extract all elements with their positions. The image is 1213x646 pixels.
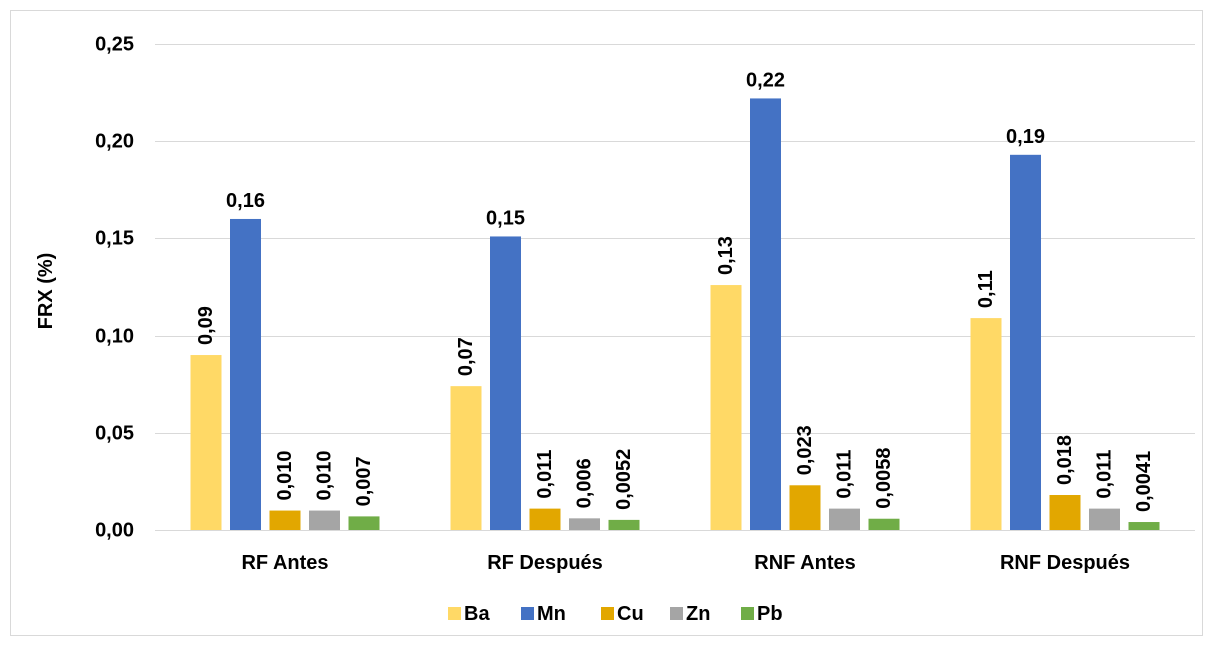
data-label: 0,07: [455, 337, 477, 376]
legend: Ba Mn Cu Zn Pb: [448, 603, 783, 625]
category-label: RNF Después: [1000, 552, 1130, 574]
legend-swatch-ba: [448, 607, 461, 620]
bar-zn: [569, 518, 600, 530]
data-labels: 0,09 0,16 0,010 0,010 0,007 0,07 0,15 0,011 0,00…: [195, 69, 1155, 512]
y-tick-label: 0,25: [95, 34, 134, 56]
legend-swatch-zn: [670, 607, 683, 620]
bar-mn: [230, 218, 261, 530]
bar-zn: [309, 510, 340, 530]
data-label: 0,0058: [873, 448, 895, 509]
legend-swatch-cu: [601, 607, 614, 620]
bar-cu: [269, 510, 301, 530]
bar-ba: [450, 386, 482, 530]
data-label: 0,22: [746, 69, 785, 91]
y-tick-label: 0,15: [95, 228, 134, 250]
chart-frame: [10, 10, 1203, 636]
legend-swatch-mn: [521, 607, 534, 620]
bar-pb: [868, 518, 900, 530]
category-label: RNF Antes: [754, 552, 855, 574]
data-label: 0,011: [834, 450, 856, 499]
data-label: 0,19: [1006, 126, 1045, 148]
bar-mn: [490, 236, 521, 530]
y-tick-label: 0,10: [95, 326, 134, 348]
category-label: RF Antes: [241, 552, 328, 574]
data-label: 0,11: [975, 270, 997, 308]
category-labels: RF Antes RF Después RNF Antes RNF Después: [241, 552, 1130, 574]
bar-zn: [1089, 508, 1120, 530]
data-label: 0,010: [274, 450, 296, 500]
data-label: 0,16: [226, 190, 265, 212]
data-label: 0,010: [314, 450, 336, 500]
bars: [190, 98, 1160, 531]
data-label: 0,006: [574, 458, 596, 508]
bar-ba: [190, 355, 222, 530]
data-label: 0,018: [1054, 435, 1076, 485]
legend-label: Zn: [686, 603, 710, 625]
data-label: 0,007: [353, 456, 375, 506]
legend-swatch-pb: [741, 607, 754, 620]
y-tick-label: 0,20: [95, 131, 134, 153]
bar-cu: [1049, 495, 1081, 530]
legend-label: Mn: [537, 603, 566, 625]
bar-pb: [1128, 522, 1160, 530]
bar-cu: [529, 508, 561, 530]
data-label: 0,011: [1094, 450, 1116, 499]
y-axis-label: FRX (%): [35, 253, 57, 330]
y-tick-labels: 0,00 0,05 0,10 0,15 0,20 0,25: [95, 34, 134, 542]
bar-ba: [970, 318, 1002, 530]
legend-label: Cu: [617, 603, 644, 625]
data-label: 0,0052: [613, 449, 635, 510]
bar-mn: [750, 98, 781, 530]
bar-ba: [710, 285, 742, 530]
data-label: 0,09: [195, 306, 217, 345]
bar-pb: [608, 519, 640, 530]
data-label: 0,011: [534, 450, 556, 499]
data-label: 0,0041: [1133, 451, 1155, 512]
y-tick-label: 0,00: [95, 520, 134, 542]
bar-cu: [789, 485, 821, 530]
category-label: RF Después: [487, 552, 603, 574]
data-label: 0,15: [486, 207, 525, 229]
data-label: 0,13: [715, 236, 737, 275]
data-label: 0,023: [794, 425, 816, 475]
legend-label: Pb: [757, 603, 783, 625]
bar-zn: [829, 508, 860, 530]
legend-label: Ba: [464, 603, 490, 625]
y-tick-label: 0,05: [95, 423, 134, 445]
bar-mn: [1010, 154, 1041, 531]
bar-pb: [348, 516, 380, 530]
